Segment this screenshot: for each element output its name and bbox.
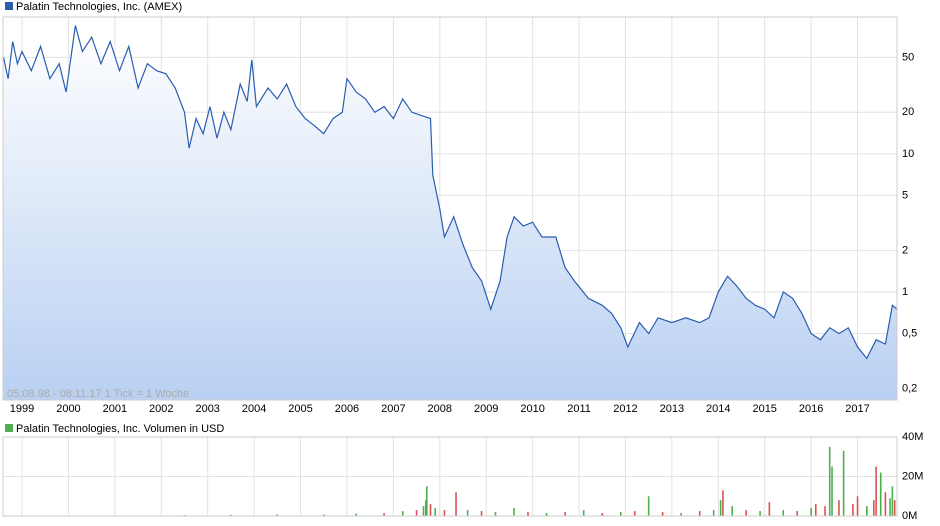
y-tick-label: 10 [902,148,914,160]
volume-bar [661,512,664,516]
volume-bar [647,496,650,516]
volume-bar [875,466,877,516]
volume-bar [443,510,446,516]
volume-bar [842,450,845,516]
x-tick-label: 2013 [660,403,684,415]
volume-bar [429,504,432,516]
y-tick-label: 1 [902,286,908,298]
volume-bar [633,511,636,516]
volume-bar [731,506,734,516]
plot-frame [2,16,898,401]
volume-bar [745,510,747,516]
y-tick-label: 20 [902,106,914,118]
volume-bar [620,512,622,516]
volume-bar [422,506,425,516]
y-tick-label: 20M [902,470,923,482]
price-area [3,25,897,400]
volume-bar [831,466,833,516]
y-tick-label: 0M [902,510,917,522]
volume-bar [582,510,585,516]
volume-bar [828,446,831,516]
volume-bar [513,508,515,516]
volume-bar [884,492,887,516]
volume-bar [719,500,722,516]
volume-bar [601,513,604,516]
volume-bar [527,512,529,516]
x-tick-label: 2002 [149,403,173,415]
volume-bar [782,510,785,516]
y-tick-label: 0,2 [902,382,917,394]
x-tick-label: 2016 [799,403,823,415]
volume-bar [698,511,701,516]
volume-bar [852,504,854,516]
volume-bar [355,513,358,516]
x-tick-label: 2015 [752,403,776,415]
volume-bar [545,513,548,516]
plot-frame [2,436,898,517]
volume-bar [434,508,436,516]
x-tick-label: 2004 [242,403,266,415]
x-tick-label: 2000 [56,403,80,415]
volume-bar [480,511,483,516]
y-tick-label: 0,5 [902,327,917,339]
x-tick-label: 1999 [10,403,34,415]
x-tick-label: 2010 [520,403,544,415]
volume-bar [759,511,761,516]
volume-bar [383,513,385,516]
volume-bar [814,504,817,516]
x-tick-label: 2005 [288,403,312,415]
volume-bar [856,496,859,516]
volume-bar [401,511,404,516]
volume-bar [564,512,566,516]
volume-bar [712,510,715,516]
x-tick-label: 2017 [845,403,869,415]
volume-bar [230,514,232,516]
legend-swatch [5,424,13,432]
volume-bar [796,511,799,516]
volume-bar [768,502,771,516]
volume-bar [680,513,682,516]
x-tick-label: 2006 [335,403,359,415]
volume-bar [276,514,279,516]
volume-bar [415,510,418,516]
legend-label: Palatin Technologies, Inc. Volumen in US… [16,423,224,435]
x-tick-label: 2009 [474,403,498,415]
annotation: 05.08.98 - 08.11.17 1 Tick = 1 Woche [7,388,189,400]
price-line [2,25,898,360]
legend-label: Palatin Technologies, Inc. (AMEX) [16,1,182,13]
volume-bar [879,472,882,516]
volume-bar [466,510,469,516]
x-tick-label: 2007 [381,403,405,415]
volume-bar [810,508,812,516]
x-tick-label: 2003 [195,403,219,415]
volume-bar [893,500,896,516]
volume-bar [425,486,428,516]
volume-bar [455,492,457,516]
volume-bar [838,500,840,516]
x-tick-label: 2012 [613,403,637,415]
volume-bar [889,498,891,516]
y-tick-label: 2 [902,244,908,256]
volume-bar [866,506,868,516]
y-tick-label: 5 [902,189,908,201]
volume-bar [891,486,894,516]
x-tick-label: 2008 [428,403,452,415]
volume-bar [494,512,497,516]
y-tick-label: 40M [902,431,923,443]
y-tick-label: 50 [902,51,914,63]
x-tick-label: 2001 [103,403,127,415]
volume-bar [722,490,724,516]
volume-bar [322,514,325,516]
volume-bar [425,500,427,516]
x-tick-label: 2011 [567,403,591,415]
x-tick-label: 2014 [706,403,730,415]
volume-bar [872,500,875,516]
volume-bar [824,506,826,516]
legend-swatch [5,2,13,10]
